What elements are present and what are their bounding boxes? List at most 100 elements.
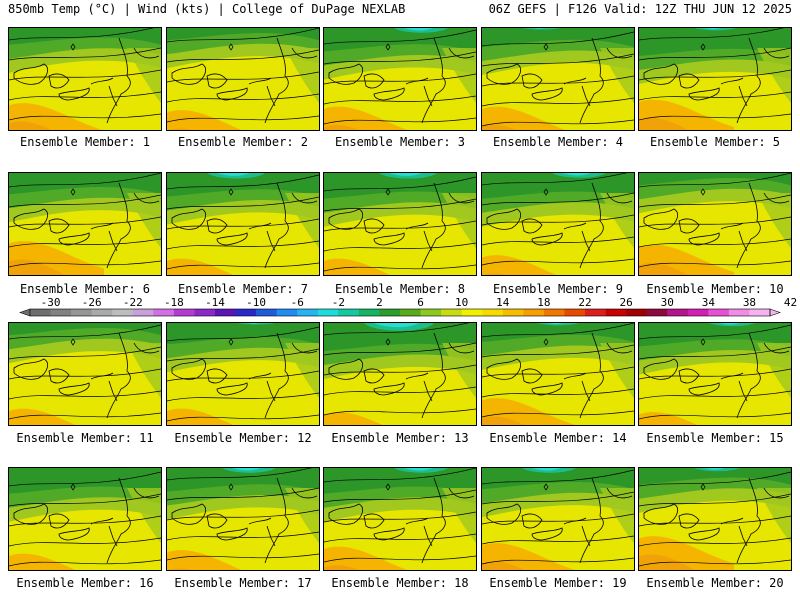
ensemble-member-label: Ensemble Member: 9 bbox=[492, 282, 624, 296]
colorbar-swatch bbox=[215, 309, 236, 316]
colorbar-swatch bbox=[400, 309, 421, 316]
ensemble-member-map-6 bbox=[8, 172, 162, 276]
colorbar-tick-label: -2 bbox=[332, 296, 345, 309]
colorbar-left-arrow bbox=[19, 308, 31, 317]
ensemble-member-label: Ensemble Member: 14 bbox=[489, 431, 627, 445]
ensemble-member-label: Ensemble Member: 12 bbox=[174, 431, 312, 445]
colorbar-swatch bbox=[461, 309, 483, 316]
colorbar-swatch bbox=[728, 309, 750, 316]
colorbar-tick-label: 22 bbox=[578, 296, 591, 309]
ensemble-member-map-16 bbox=[8, 467, 162, 571]
colorbar-tick-label: 2 bbox=[376, 296, 383, 309]
ensemble-member-label: Ensemble Member: 19 bbox=[489, 576, 627, 590]
ensemble-member-label: Ensemble Member: 5 bbox=[649, 135, 781, 149]
colorbar-swatch bbox=[91, 309, 113, 316]
colorbar-swatch bbox=[687, 309, 709, 316]
colorbar-swatch bbox=[420, 309, 442, 316]
colorbar-swatch bbox=[523, 309, 545, 316]
ensemble-member-map-18 bbox=[323, 467, 477, 571]
colorbar-swatch bbox=[482, 309, 504, 316]
ensemble-member-label: Ensemble Member: 4 bbox=[492, 135, 624, 149]
colorbar-swatch bbox=[276, 309, 298, 316]
colorbar-swatch bbox=[132, 309, 154, 316]
colorbar-swatch bbox=[235, 309, 257, 316]
ensemble-member-label: Ensemble Member: 15 bbox=[646, 431, 784, 445]
ensemble-member-label: Ensemble Member: 16 bbox=[16, 576, 154, 590]
colorbar-swatch bbox=[71, 309, 92, 316]
ensemble-member-map-20 bbox=[638, 467, 792, 571]
map-title: 850mb Temp (°C) | Wind (kts) | College o… bbox=[8, 2, 406, 16]
colorbar-swatch bbox=[605, 309, 627, 316]
colorbar-swatch bbox=[626, 309, 647, 316]
ensemble-member-label: Ensemble Member: 13 bbox=[331, 431, 469, 445]
ensemble-member-map-1 bbox=[8, 27, 162, 131]
ensemble-member-map-10 bbox=[638, 172, 792, 276]
colorbar-swatch bbox=[50, 309, 72, 316]
colorbar-swatch bbox=[194, 309, 216, 316]
colorbar-right-arrow bbox=[769, 308, 781, 317]
colorbar-tick-label: -14 bbox=[205, 296, 225, 309]
ensemble-member-map-11 bbox=[8, 322, 162, 426]
ensemble-member-label: Ensemble Member: 20 bbox=[646, 576, 784, 590]
ensemble-member-map-19 bbox=[481, 467, 635, 571]
colorbar-tick-label: 34 bbox=[702, 296, 716, 309]
colorbar-tick-label: -6 bbox=[291, 296, 304, 309]
colorbar-swatch bbox=[30, 309, 51, 316]
colorbar-swatch bbox=[358, 309, 380, 316]
colorbar-tick-label: 30 bbox=[661, 296, 674, 309]
colorbar-swatch bbox=[749, 309, 771, 316]
ensemble-member-map-15 bbox=[638, 322, 792, 426]
ensemble-member-map-5 bbox=[638, 27, 792, 131]
ensemble-member-label: Ensemble Member: 17 bbox=[174, 576, 312, 590]
run-valid-time: 06Z GEFS | F126 Valid: 12Z THU JUN 12 20… bbox=[488, 2, 792, 16]
colorbar-swatch bbox=[667, 309, 689, 316]
colorbar-swatch bbox=[297, 309, 319, 316]
colorbar-swatch bbox=[256, 309, 277, 316]
ensemble-member-map-14 bbox=[481, 322, 635, 426]
colorbar-swatch bbox=[708, 309, 730, 316]
ensemble-member-label: Ensemble Member: 2 bbox=[177, 135, 309, 149]
colorbar-tick-label: -18 bbox=[164, 296, 184, 309]
colorbar-tick-label: 18 bbox=[537, 296, 550, 309]
ensemble-member-label: Ensemble Member: 18 bbox=[331, 576, 469, 590]
colorbar-swatch bbox=[338, 309, 360, 316]
ensemble-member-map-7 bbox=[166, 172, 320, 276]
colorbar-tick-label: 38 bbox=[743, 296, 756, 309]
ensemble-member-map-4 bbox=[481, 27, 635, 131]
colorbar-swatch bbox=[564, 309, 586, 316]
colorbar-swatch bbox=[502, 309, 524, 316]
ensemble-member-map-17 bbox=[166, 467, 320, 571]
colorbar-tick-label: 10 bbox=[455, 296, 468, 309]
colorbar-swatch bbox=[585, 309, 606, 316]
colorbar-swatch bbox=[112, 309, 134, 316]
ensemble-member-label: Ensemble Member: 6 bbox=[19, 282, 151, 296]
colorbar-tick-label: 26 bbox=[619, 296, 632, 309]
ensemble-member-label: Ensemble Member: 11 bbox=[16, 431, 154, 445]
colorbar-tick-label: 42 bbox=[784, 296, 797, 309]
colorbar-swatch bbox=[543, 309, 565, 316]
ensemble-member-map-2 bbox=[166, 27, 320, 131]
colorbar-tick-label: -22 bbox=[123, 296, 143, 309]
colorbar-swatch bbox=[646, 309, 668, 316]
ensemble-member-map-12 bbox=[166, 322, 320, 426]
ensemble-member-label: Ensemble Member: 3 bbox=[334, 135, 466, 149]
ensemble-member-label: Ensemble Member: 10 bbox=[646, 282, 784, 296]
colorbar-tick-label: 6 bbox=[417, 296, 424, 309]
colorbar-swatch bbox=[379, 309, 401, 316]
ensemble-member-label: Ensemble Member: 7 bbox=[177, 282, 309, 296]
ensemble-member-map-8 bbox=[323, 172, 477, 276]
ensemble-member-map-9 bbox=[481, 172, 635, 276]
ensemble-member-map-13 bbox=[323, 322, 477, 426]
colorbar-tick-label: -10 bbox=[246, 296, 266, 309]
colorbar-swatch bbox=[153, 309, 175, 316]
colorbar-swatch bbox=[173, 309, 195, 316]
color-scale-bar: -30 -26 -22 -18 -14 -10 -6 -2 2 6 10 14 18 22 26 30 34 38… bbox=[19, 296, 797, 317]
ensemble-member-map-3 bbox=[323, 27, 477, 131]
colorbar-swatch bbox=[317, 309, 339, 316]
colorbar-tick-label: -30 bbox=[41, 296, 61, 309]
ensemble-member-label: Ensemble Member: 8 bbox=[334, 282, 466, 296]
colorbar-tick-label: -26 bbox=[82, 296, 102, 309]
ensemble-member-label: Ensemble Member: 1 bbox=[19, 135, 151, 149]
colorbar-swatch bbox=[441, 309, 462, 316]
